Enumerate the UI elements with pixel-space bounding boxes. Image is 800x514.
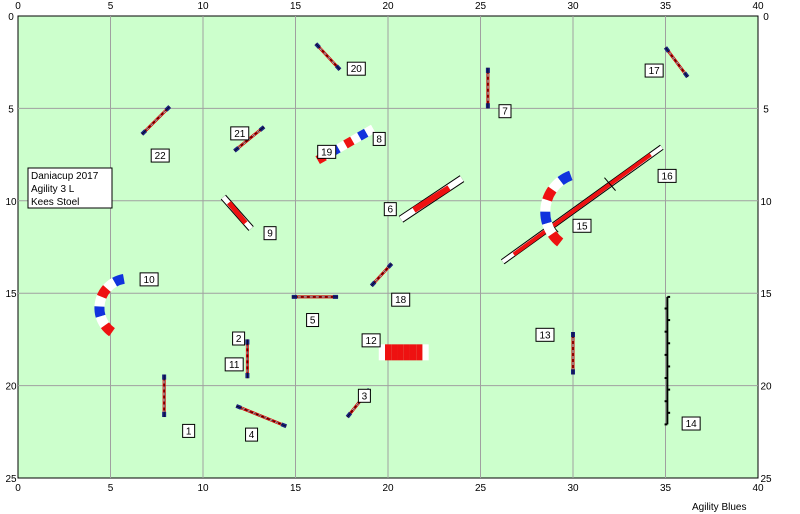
svg-text:22: 22	[155, 151, 167, 162]
jump-4	[235, 404, 288, 429]
obstacle-number-4: 4	[245, 427, 259, 442]
y-tick-label-left: 10	[5, 197, 17, 208]
x-tick-label-top: 25	[475, 1, 487, 12]
y-tick-label-left: 20	[5, 382, 17, 393]
jump-20	[314, 42, 342, 71]
obstacle-number-12: 12	[361, 333, 381, 348]
jump-18	[369, 262, 394, 288]
obstacle-number-20: 20	[346, 61, 366, 76]
obstacles	[94, 42, 690, 429]
svg-text:17: 17	[649, 66, 661, 77]
svg-text:8: 8	[376, 134, 382, 145]
x-tick-label-top: 10	[197, 1, 209, 12]
svg-text:7: 7	[502, 107, 508, 118]
x-tick-label-bottom: 35	[660, 483, 672, 494]
jump-16	[663, 46, 690, 79]
svg-text:21: 21	[234, 129, 246, 140]
info-line-class: Agility 3 L	[31, 184, 75, 195]
svg-text:11: 11	[229, 360, 240, 371]
obstacle-number-10: 10	[139, 272, 159, 287]
x-tick-label-top: 15	[290, 1, 302, 12]
jump-22	[140, 105, 172, 136]
obstacle-number-16: 16	[657, 168, 677, 183]
y-tick-label-right: 25	[760, 474, 772, 485]
dogwalk-17	[500, 144, 664, 265]
tunnel-10	[94, 273, 125, 337]
x-tick-label-top: 0	[15, 1, 21, 12]
svg-text:2: 2	[236, 334, 242, 345]
y-tick-label-right: 0	[763, 12, 769, 23]
svg-text:12: 12	[366, 336, 378, 347]
course-info-box: Daniacup 2017 Agility 3 L Kees Stoel	[27, 167, 113, 209]
y-tick-label-right: 15	[760, 289, 772, 300]
x-tick-label-top: 40	[752, 1, 764, 12]
obstacle-number-6: 6	[383, 202, 397, 217]
svg-text:5: 5	[310, 316, 316, 327]
obstacle-number-3: 3	[357, 388, 371, 403]
seesaw-6	[398, 175, 465, 223]
weave-poles-14	[664, 295, 671, 426]
x-tick-label-bottom: 10	[197, 483, 209, 494]
obstacle-number-5: 5	[306, 313, 320, 328]
svg-text:18: 18	[395, 295, 407, 306]
x-tick-label-top: 5	[108, 1, 114, 12]
svg-text:19: 19	[321, 147, 333, 158]
x-tick-label-top: 30	[567, 1, 579, 12]
x-tick-label-top: 20	[382, 1, 394, 12]
x-tick-label-bottom: 30	[567, 483, 579, 494]
svg-text:1: 1	[186, 426, 192, 437]
svg-text:14: 14	[686, 419, 698, 430]
x-tick-label-bottom: 5	[108, 483, 114, 494]
tunnel-15	[540, 170, 573, 247]
y-tick-label-left: 25	[5, 474, 17, 485]
obstacle-number-19: 19	[317, 144, 337, 159]
x-tick-label-bottom: 40	[752, 483, 764, 494]
obstacle-number-18: 18	[391, 292, 411, 307]
svg-text:3: 3	[362, 391, 368, 402]
x-tick-label-bottom: 15	[290, 483, 302, 494]
x-tick-label-bottom: 25	[475, 483, 487, 494]
y-tick-label-left: 5	[8, 104, 14, 115]
y-tick-label-left: 15	[5, 289, 17, 300]
svg-text:10: 10	[144, 275, 156, 286]
svg-text:9: 9	[267, 229, 273, 240]
y-tick-label-right: 5	[763, 104, 769, 115]
svg-text:4: 4	[249, 430, 255, 441]
obstacle-number-14: 14	[681, 416, 701, 431]
svg-text:15: 15	[576, 221, 588, 232]
obstacle-number-15: 15	[572, 218, 592, 233]
obstacle-number-1: 1	[182, 423, 196, 438]
svg-text:13: 13	[539, 330, 551, 341]
obstacle-number-21: 21	[230, 126, 250, 141]
obstacle-number-17: 17	[644, 63, 664, 78]
footer-credit: Agility Blues	[692, 502, 746, 513]
svg-text:16: 16	[662, 171, 674, 182]
obstacle-number-11: 11	[224, 357, 244, 372]
info-line-event: Daniacup 2017	[31, 171, 99, 182]
y-tick-label-right: 20	[760, 382, 772, 393]
x-tick-label-bottom: 20	[382, 483, 394, 494]
obstacle-number-22: 22	[150, 148, 170, 163]
y-tick-label-right: 10	[760, 197, 772, 208]
info-line-judge: Kees Stoel	[31, 197, 79, 208]
table-9	[220, 194, 254, 231]
y-tick-label-left: 0	[8, 12, 14, 23]
obstacle-number-7: 7	[498, 104, 512, 119]
svg-text:20: 20	[351, 64, 363, 75]
svg-text:6: 6	[388, 205, 394, 216]
obstacle-number-9: 9	[263, 226, 277, 241]
obstacle-number-2: 2	[232, 331, 246, 346]
x-tick-label-top: 35	[660, 1, 672, 12]
obstacle-number-13: 13	[535, 327, 555, 342]
x-tick-label-bottom: 0	[15, 483, 21, 494]
obstacle-number-8: 8	[372, 131, 386, 146]
